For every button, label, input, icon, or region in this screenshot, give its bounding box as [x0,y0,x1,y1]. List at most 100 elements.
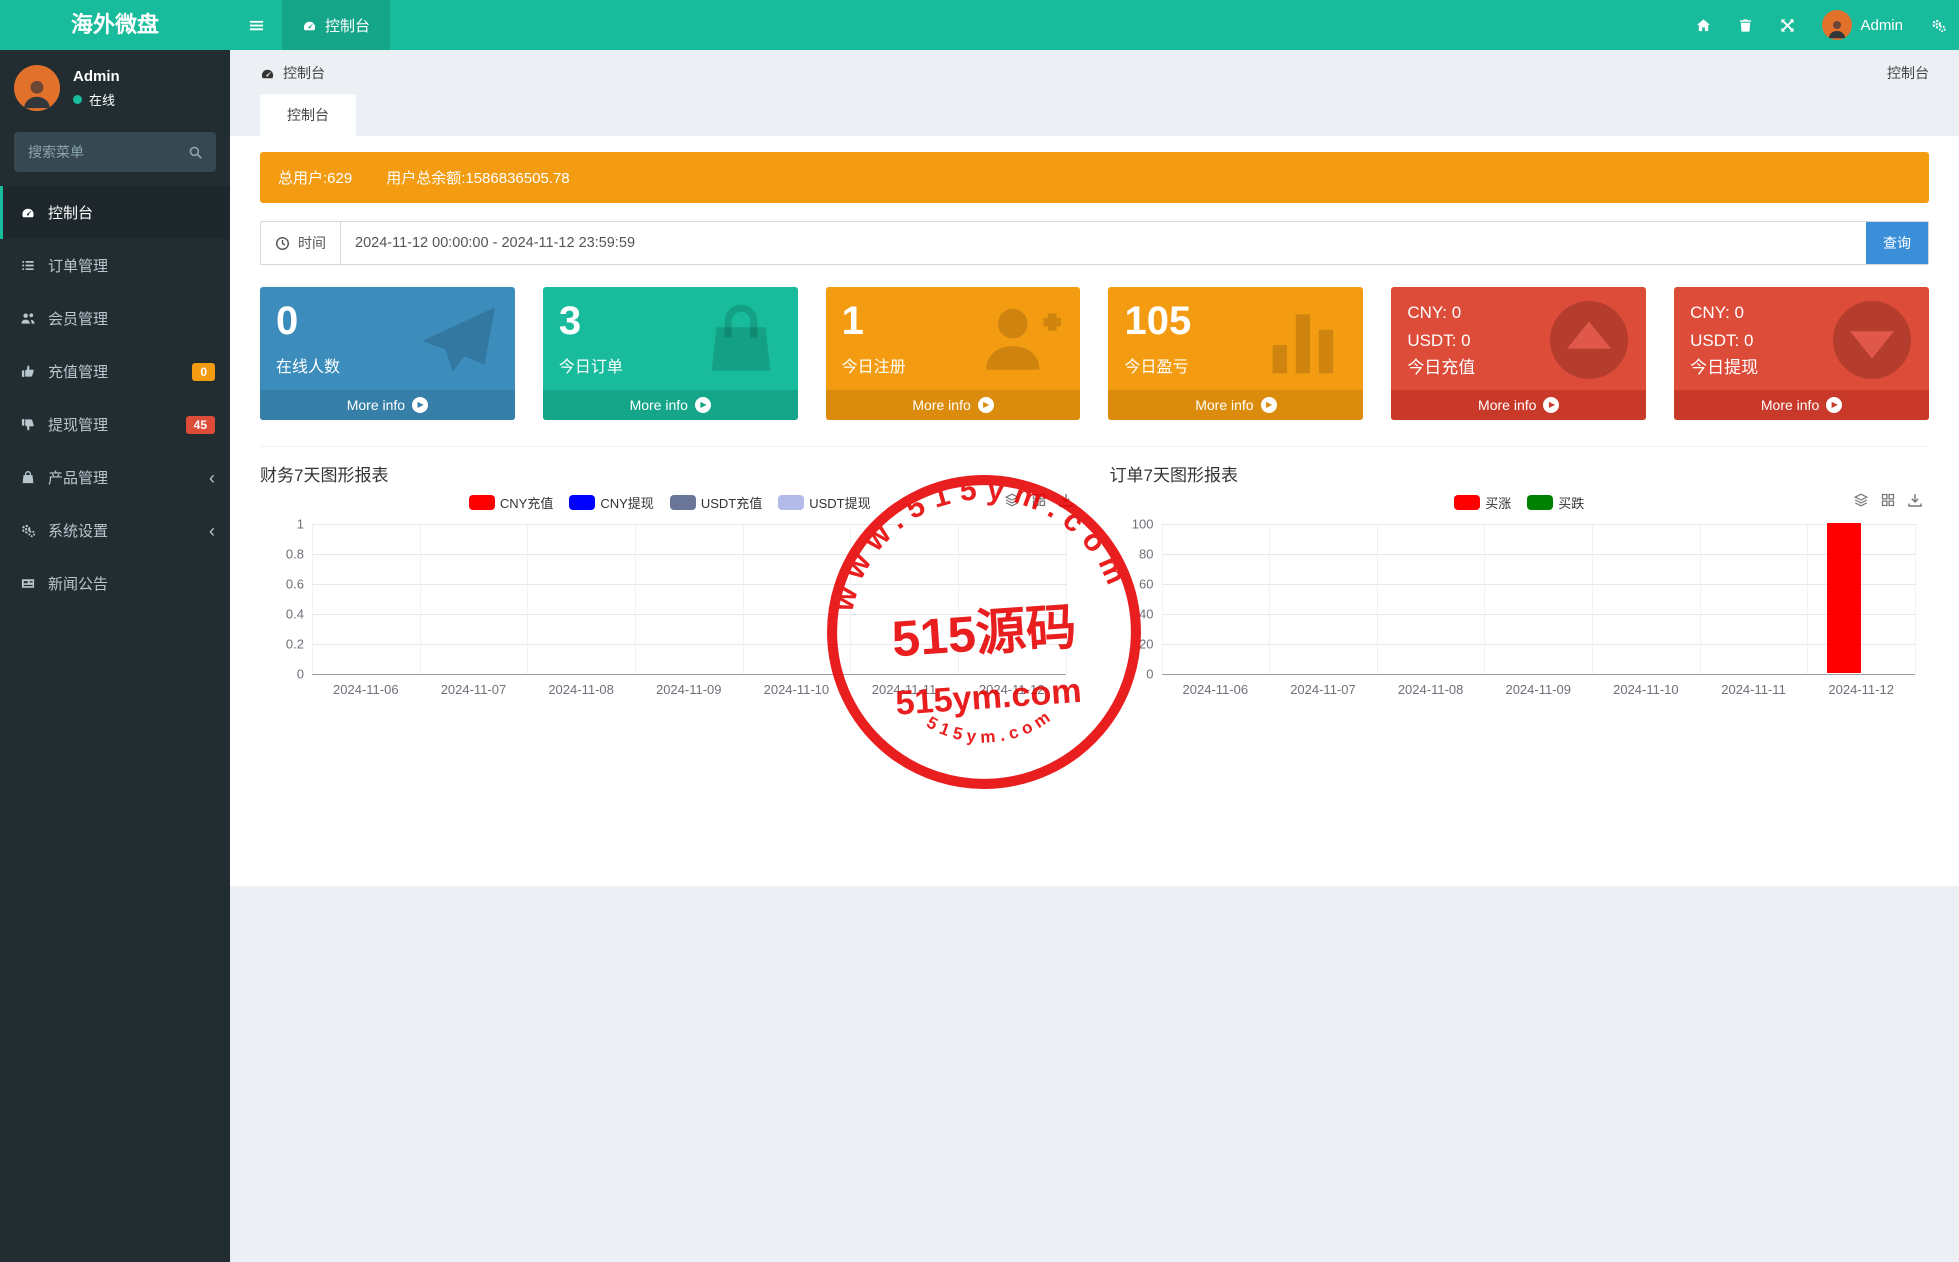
sidebar-item-label: 新闻公告 [48,576,109,593]
sidebar-item-dashboard[interactable]: 控制台 [0,186,230,239]
search-input[interactable] [14,132,174,172]
legend-swatch [468,495,495,511]
info-box-line: CNY: 0 [1407,303,1462,322]
stack-icon[interactable] [1004,492,1020,508]
settings-button[interactable] [1917,0,1959,50]
legend-item[interactable]: 买涨 [1454,493,1511,512]
chart-bar[interactable] [1826,522,1862,673]
chart-plot-area: 0 20 40 60 80 100 [1132,516,1916,681]
sidebar-item-label: 系统设置 [48,523,109,540]
clock-icon [275,236,290,251]
newspaper-icon [16,576,40,591]
expand-arrows-icon [1780,18,1795,33]
nav-tab-dashboard[interactable]: 控制台 [282,0,391,50]
total-users-label: 总用户:629 [278,170,353,187]
more-info-link[interactable]: More info ▶ [542,389,798,420]
legend-item[interactable]: USDT提现 [778,493,871,512]
sidebar-username: Admin [73,67,120,85]
tiled-icon[interactable] [1031,492,1047,508]
legend-item[interactable]: CNY充值 [468,493,554,512]
tab-dashboard[interactable]: 控制台 [260,94,356,136]
legend-label: CNY充值 [499,496,554,512]
y-axis-tick: 60 [1139,576,1154,592]
arrow-circle-right-icon: ▶ [1543,396,1560,413]
legend-swatch [1527,495,1554,511]
tab-bar: 控制台 [230,94,1959,136]
nav-tab-label: 控制台 [325,17,371,35]
home-icon [1696,18,1711,33]
sidebar-item-recharge[interactable]: 充值管理 0 [0,345,230,398]
legend-swatch [1454,495,1481,511]
gears-icon [1931,18,1946,33]
legend-item[interactable]: 买跌 [1527,493,1584,512]
person-icon [18,73,56,111]
info-box-label: 今日盈亏 [1124,358,1189,376]
y-axis-tick: 0 [1146,666,1154,682]
time-filter: 时间 查询 [260,221,1929,265]
download-icon[interactable] [1907,492,1923,508]
legend-label: 买跌 [1558,496,1585,512]
sidebar-item-products[interactable]: 产品管理 ‹ [0,451,230,504]
more-info-link[interactable]: More info ▶ [825,389,1081,420]
legend-label: USDT充值 [700,496,763,512]
thumbs-down-icon [16,417,40,432]
more-info-link[interactable]: More info ▶ [1108,389,1364,420]
x-axis-labels: 2024-11-06 2024-11-07 2024-11-08 2024-11-09… [1162,682,1916,697]
more-info-label: More info [1478,396,1537,413]
fullscreen-button[interactable] [1766,0,1808,50]
info-box-value: 3 [558,299,582,343]
more-info-link[interactable]: More info ▶ [260,389,515,420]
legend-item[interactable]: USDT充值 [669,493,763,512]
sidebar: Admin 在线 控制台订单管理会员管理充值管理0提现管理45产品管理‹系统设置… [0,50,230,1262]
legend-label: USDT提现 [809,496,871,512]
charts-row: 财务7天图形报表 CNY充值 CNY提现 USDT充值 USDT提现 0 0.2 0.… [260,445,1930,697]
search-button[interactable] [174,132,216,172]
chart-toolbox [1853,492,1923,508]
info-box-today-recharge: CNY: 0 USDT: 0 今日充值 More info ▶ [1391,287,1647,420]
sidebar-item-orders[interactable]: 订单管理 [0,239,230,292]
x-axis-tick: 2024-11-09 [655,681,722,697]
dashboard-panel: 总用户:629 用户总余额:1586836505.78 时间 查询 0 在线人数 M… [230,136,1959,886]
download-icon[interactable] [1058,492,1074,508]
time-filter-label: 时间 [298,235,326,251]
user-menu[interactable]: Admin [1808,10,1917,40]
circle-down-icon [1831,299,1913,381]
info-box-online-users: 0 在线人数 More info ▶ [260,287,515,420]
hamburger-icon [249,18,264,33]
sidebar-item-members[interactable]: 会员管理 [0,292,230,345]
legend-item[interactable]: CNY提现 [569,493,654,512]
chart-legend: 买涨 买跌 [1110,488,1930,518]
more-info-link[interactable]: More info ▶ [1674,389,1929,420]
x-axis-tick: 2024-11-08 [1397,681,1464,697]
y-axis-tick: 0.4 [285,606,304,622]
time-filter-addon: 时间 [261,222,341,264]
time-range-input[interactable] [341,222,1866,264]
arrow-circle-right-icon: ▶ [1826,396,1843,413]
app-logo[interactable]: 海外微盘 [70,12,159,37]
info-box-line: USDT: 0 [1690,330,1754,350]
username: Admin [1860,16,1903,34]
gears-icon [16,523,40,538]
trash-button[interactable] [1724,0,1766,50]
info-box-value: 105 [1124,299,1192,343]
trash-icon [1738,18,1753,33]
more-info-link[interactable]: More info ▶ [1391,389,1647,420]
arrow-circle-right-icon: ▶ [412,396,429,413]
sidebar-item-settings[interactable]: 系统设置 ‹ [0,504,230,557]
search-icon [188,145,203,160]
stack-icon[interactable] [1853,492,1869,508]
totals-alert: 总用户:629 用户总余额:1586836505.78 [260,152,1929,203]
home-button[interactable] [1682,0,1724,50]
query-button[interactable]: 查询 [1866,222,1928,264]
count-badge: 0 [192,362,215,381]
online-status: 在线 [73,90,120,109]
tiled-icon[interactable] [1880,492,1896,508]
sidebar-item-news[interactable]: 新闻公告 [0,557,230,610]
chart-title: 订单7天图形报表 [1109,465,1238,485]
info-box-value: 1 [841,299,864,343]
sidebar-item-withdraw[interactable]: 提现管理 45 [0,398,230,451]
info-box-line: 今日充值 [1407,358,1476,378]
shopping-bag-icon [16,470,40,485]
sidebar-toggle-button[interactable] [230,0,282,50]
legend-swatch [778,495,805,511]
